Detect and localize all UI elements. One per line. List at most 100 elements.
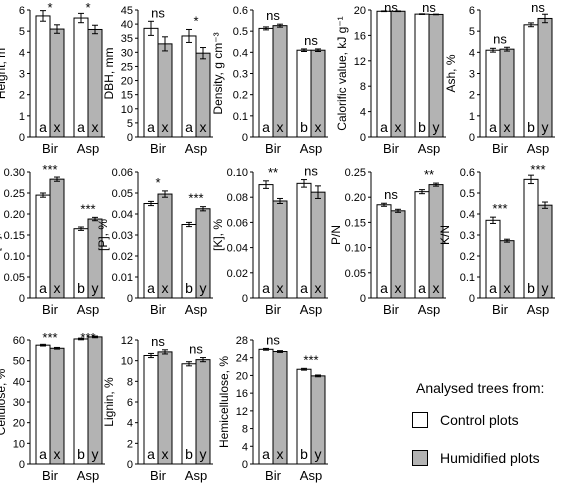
panel-5-y-tick-label: 1 — [469, 111, 475, 123]
panel-1-x-tick-label: Asp — [77, 141, 99, 156]
panel-7-letter-control: a — [147, 280, 155, 296]
panel-4-y-tick-label: 4 — [360, 107, 366, 119]
panel-3-significance-label: ns — [266, 8, 280, 23]
panel-13-y-tick-label: 24 — [236, 353, 248, 365]
panel-8-y-tick-label: 0.06 — [227, 217, 248, 229]
panel-1-letter-humidified: x — [54, 119, 61, 135]
panel-12-x-tick-label: Asp — [185, 468, 207, 483]
panel-12-y-tick-label: 0 — [127, 459, 133, 471]
panel-4-letter-control: b — [418, 119, 426, 135]
panel-12-y-tick-label: 6 — [127, 397, 133, 409]
panel-12-y-tick-label: 4 — [127, 418, 133, 430]
panel-2-y-tick-label: 15 — [121, 90, 133, 102]
panel-8-x-tick-label: Asp — [300, 302, 322, 317]
panel-6-significance-label: *** — [42, 162, 57, 177]
panel-7-y-tick-label: 0.03 — [112, 230, 133, 242]
panel-1-letter-humidified: x — [92, 119, 99, 135]
panel-1-letter-control: a — [39, 119, 47, 135]
panel-2-y-tick-label: 0 — [127, 132, 133, 144]
legend-title: Analysed trees from: — [416, 380, 545, 396]
panel-7-y-axis-label: [P], % — [96, 219, 110, 251]
panel-3-y-tick-label: 0.5 — [233, 26, 248, 38]
panel-9-letter-control: a — [380, 280, 388, 296]
panel-7-x-tick-label: Bir — [150, 302, 167, 317]
panel-10-y-tick-label: 0.6 — [460, 167, 475, 179]
legend-item-humidified: Humidified plots — [412, 448, 540, 468]
panel-3-x-tick-label: Asp — [300, 141, 322, 156]
panel-12-letter-humidified: x — [162, 446, 169, 462]
panel-1-x-tick-label: Bir — [42, 141, 59, 156]
panel-5-x-tick-label: Bir — [492, 141, 509, 156]
panel-8-y-tick-label: 0.02 — [227, 268, 248, 280]
panel-2-significance-label: ns — [151, 5, 165, 20]
panel-12-significance-label: ns — [189, 342, 203, 357]
panel-2-significance-label: * — [193, 13, 198, 28]
panel-1-letter-control: a — [77, 119, 85, 135]
panel-4-y-tick-label: 20 — [354, 5, 366, 17]
panel-2-x-tick-label: Asp — [185, 141, 207, 156]
panel-2-letter-control: a — [185, 119, 193, 135]
panel-5-y-tick-label: 5 — [469, 26, 475, 38]
panel-5-y-tick-label: 4 — [469, 47, 475, 59]
panel-9-letter-control: a — [418, 280, 426, 296]
panel-10-y-axis-label: K/N — [438, 225, 452, 245]
panel-3-y-tick-label: 0 — [242, 132, 248, 144]
panel-3-y-tick-label: 0.1 — [233, 111, 248, 123]
panel-3-y-tick-label: 0.6 — [233, 5, 248, 17]
panel-7-significance-label: *** — [188, 191, 203, 206]
panel-12-significance-label: ns — [151, 334, 165, 349]
panel-11-y-tick-label: 50 — [13, 356, 25, 368]
panel-10-y-tick-label: 0 — [469, 293, 475, 305]
panel-7-x-tick-label: Asp — [185, 302, 207, 317]
panel-11-y-tick-label: 30 — [13, 397, 25, 409]
panel-8-y-tick-label: 0.10 — [227, 167, 248, 179]
panel-5-y-tick-label: 3 — [469, 69, 475, 81]
panel-9-y-tick-label: 0.05 — [345, 268, 366, 280]
panel-11-letter-control: b — [77, 446, 85, 462]
panel-9-significance-label: ** — [424, 167, 434, 182]
panel-1-y-tick-label: 6 — [19, 5, 25, 17]
panel-2-y-tick-label: 5 — [127, 118, 133, 130]
panel-12-y-tick-label: 2 — [127, 438, 133, 450]
panel-11-y-axis-label: Cellulose, % — [0, 368, 8, 435]
panel-6-y-tick-label: 0.15 — [4, 230, 25, 242]
panel-4-y-tick-label: 12 — [354, 56, 366, 68]
panel-8-y-tick-label: 0.08 — [227, 192, 248, 204]
panel-13-letter-humidified: x — [277, 446, 284, 462]
panel-8-letter-control: a — [300, 280, 308, 296]
panel-9-y-tick-label: 0.20 — [345, 192, 366, 204]
panel-6-letter-humidified: x — [54, 280, 61, 296]
panel-13-letter-humidified: y — [315, 446, 322, 462]
panel-7-y-tick-label: 0.01 — [112, 272, 133, 284]
panel-10-significance-label: *** — [492, 201, 507, 216]
panel-13-letter-control: a — [262, 446, 270, 462]
panel-7-y-tick-label: 0.04 — [112, 209, 133, 221]
panel-2-y-tick-label: 40 — [121, 19, 133, 31]
panel-13-y-tick-label: 8 — [242, 424, 248, 436]
panel-6-y-tick-label: 0.30 — [4, 167, 25, 179]
panel-12-letter-humidified: y — [200, 446, 207, 462]
panel-6-y-tick-label: 0 — [19, 293, 25, 305]
panel-1-y-tick-label: 1 — [19, 111, 25, 123]
panel-7-letter-humidified: x — [162, 280, 169, 296]
panel-6-x-tick-label: Asp — [77, 302, 99, 317]
panel-11-letter-humidified: y — [92, 446, 99, 462]
panel-4-significance-label: ns — [422, 0, 436, 15]
panel-7-y-tick-label: 0.06 — [112, 167, 133, 179]
panel-5-letter-humidified: y — [542, 119, 549, 135]
panel-9-letter-humidified: x — [433, 280, 440, 296]
panel-4-letter-control: a — [380, 119, 388, 135]
panel-11-y-tick-label: 40 — [13, 376, 25, 388]
panel-4-x-tick-label: Asp — [418, 141, 440, 156]
panel-4-y-tick-label: 8 — [360, 81, 366, 93]
panel-13-y-tick-label: 12 — [236, 406, 248, 418]
panel-5-letter-control: b — [527, 119, 535, 135]
panel-3-y-axis-label: Density, g cm⁻³ — [211, 32, 225, 114]
panel-11-x-tick-label: Bir — [42, 468, 59, 483]
panel-13-y-tick-label: 28 — [236, 335, 248, 347]
panel-9-y-tick-label: 0.25 — [345, 167, 366, 179]
panel-13-y-axis-label: Hemicellulose, % — [217, 356, 231, 448]
panel-4-letter-humidified: y — [433, 119, 440, 135]
panel-13-y-tick-label: 20 — [236, 370, 248, 382]
panel-13-significance-label: ns — [266, 332, 280, 347]
